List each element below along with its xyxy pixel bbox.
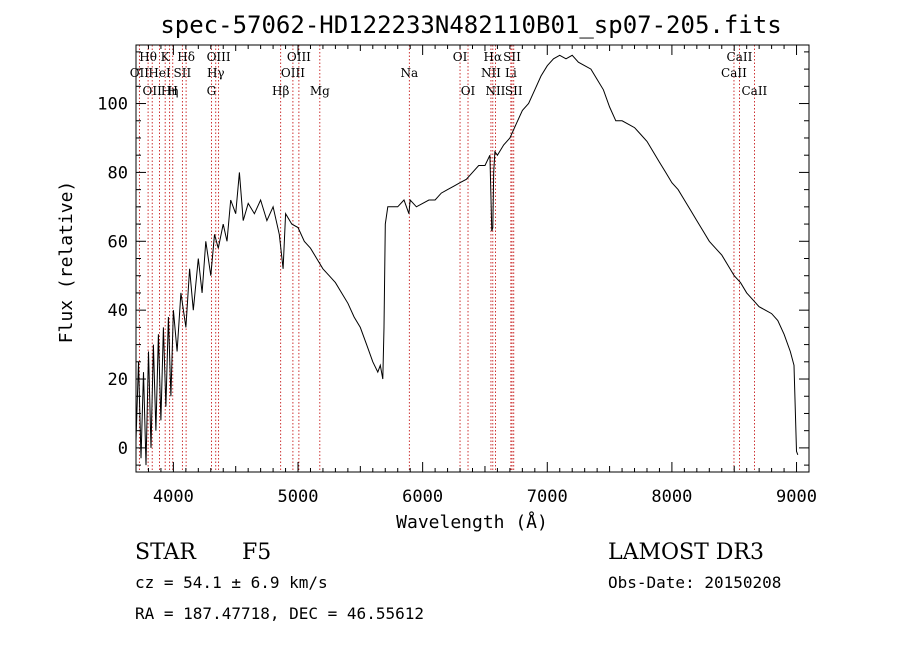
y-axis-label: Flux (relative) [56, 181, 77, 344]
line-label: OI [453, 50, 468, 64]
line-label: Hδ [177, 50, 195, 64]
y-axis-ticks: 0 20 40 60 80 100 [97, 51, 809, 466]
x-tick-label: 4000 [153, 487, 194, 507]
line-label: K [161, 50, 171, 64]
line-label: SII [503, 50, 521, 64]
x-axis-ticks: 4000 5000 6000 7000 8000 9000 [135, 45, 817, 507]
spectrum-series-line [135, 54, 799, 466]
line-label: OII [143, 84, 163, 98]
x-tick-label: 9000 [776, 487, 817, 507]
emission-line-labels: OIIHθOIIHeIKHηSIIHHδGOIIIHγHβOIIIOIIIMgN… [130, 50, 768, 98]
plot-frame [135, 44, 810, 473]
line-label: OII [130, 66, 150, 80]
line-label: SII [505, 84, 523, 98]
line-label: CaII [741, 84, 767, 98]
line-label: NII [481, 66, 501, 80]
line-label: OIII [287, 50, 311, 64]
chart-title: spec-57062-HD122233N482110B01_sp07-205.f… [160, 11, 781, 39]
line-label: Hη [161, 84, 179, 98]
line-label: Mg [310, 84, 330, 98]
y-tick-label: 40 [108, 301, 128, 321]
line-label: Na [400, 66, 418, 80]
object-class: STAR [135, 540, 196, 565]
line-label: SII [174, 66, 192, 80]
line-label: CaII [727, 50, 753, 64]
line-label: OIII [281, 66, 305, 80]
x-axis-label: Wavelength (Å) [396, 511, 548, 533]
x-tick-label: 6000 [402, 487, 443, 507]
survey-name: LAMOST DR3 [608, 540, 764, 565]
y-tick-label: 100 [97, 95, 128, 115]
line-label: CaII [721, 66, 747, 80]
line-label: Hγ [207, 66, 225, 80]
y-tick-label: 0 [118, 439, 128, 459]
x-tick-label: 7000 [527, 487, 568, 507]
line-label: G [207, 84, 217, 98]
subclass: F5 [242, 540, 272, 565]
line-label: Li [505, 66, 517, 80]
y-tick-label: 20 [108, 370, 128, 390]
line-label: Hθ [139, 50, 157, 64]
coordinates-text: RA = 187.47718, DEC = 46.55612 [135, 604, 424, 623]
line-label: OI [461, 84, 476, 98]
x-tick-label: 8000 [651, 487, 692, 507]
line-label: OIII [207, 50, 231, 64]
line-label: HeI [148, 66, 171, 80]
redshift-text: cz = 54.1 ± 6.9 km/s [135, 573, 328, 592]
line-label: H [168, 84, 178, 98]
line-label: Hβ [272, 84, 289, 98]
line-label: Hα [484, 50, 503, 64]
line-label: NII [485, 84, 505, 98]
y-tick-label: 60 [108, 232, 128, 252]
y-tick-label: 80 [108, 163, 128, 183]
emission-line-markers [138, 45, 755, 472]
observation-date: Obs-Date: 20150208 [608, 573, 782, 592]
x-tick-label: 5000 [278, 487, 319, 507]
